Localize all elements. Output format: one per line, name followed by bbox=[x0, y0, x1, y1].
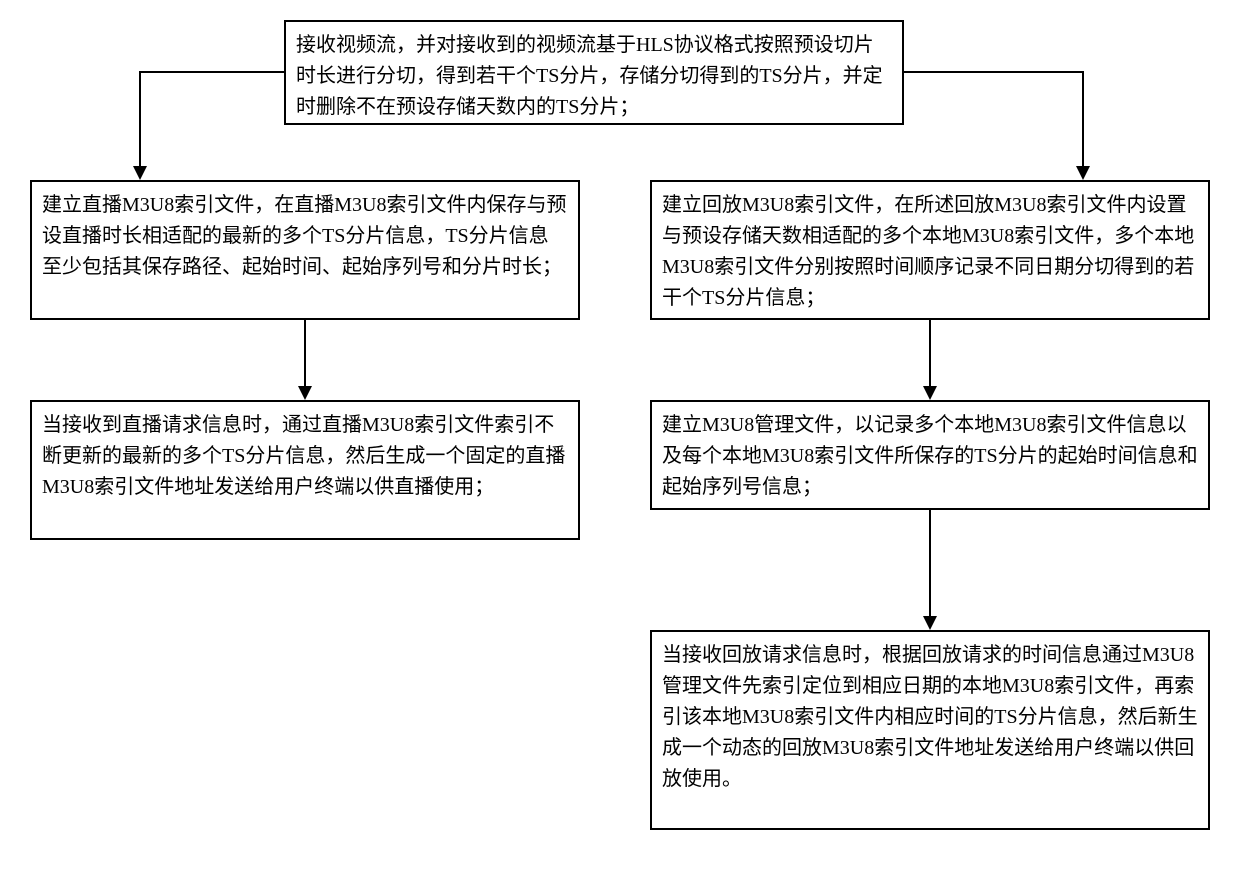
flow-node-right3: 当接收回放请求信息时，根据回放请求的时间信息通过M3U8管理文件先索引定位到相应… bbox=[650, 630, 1210, 830]
flow-node-text: 接收视频流，并对接收到的视频流基于HLS协议格式按照预设切片时长进行分切，得到若… bbox=[296, 34, 883, 118]
edge-left1-left2-arrow bbox=[298, 386, 312, 400]
edge-right1-right2-arrow bbox=[923, 386, 937, 400]
flow-node-text: 建立M3U8管理文件，以记录多个本地M3U8索引文件信息以及每个本地M3U8索引… bbox=[662, 414, 1198, 498]
flow-node-top: 接收视频流，并对接收到的视频流基于HLS协议格式按照预设切片时长进行分切，得到若… bbox=[284, 20, 904, 125]
edge-top-right1-h bbox=[904, 71, 1084, 73]
flow-node-right2: 建立M3U8管理文件，以记录多个本地M3U8索引文件信息以及每个本地M3U8索引… bbox=[650, 400, 1210, 510]
edge-right2-right3-v bbox=[929, 510, 931, 617]
flow-node-right1: 建立回放M3U8索引文件，在所述回放M3U8索引文件内设置与预设存储天数相适配的… bbox=[650, 180, 1210, 320]
flow-node-left1: 建立直播M3U8索引文件，在直播M3U8索引文件内保存与预设直播时长相适配的最新… bbox=[30, 180, 580, 320]
edge-top-right1-arrow bbox=[1076, 166, 1090, 180]
edge-top-right1-v bbox=[1082, 71, 1084, 167]
edge-right2-right3-arrow bbox=[923, 616, 937, 630]
flow-node-text: 当接收到直播请求信息时，通过直播M3U8索引文件索引不断更新的最新的多个TS分片… bbox=[42, 414, 565, 498]
edge-right1-right2-v bbox=[929, 320, 931, 387]
flow-node-left2: 当接收到直播请求信息时，通过直播M3U8索引文件索引不断更新的最新的多个TS分片… bbox=[30, 400, 580, 540]
flow-node-text: 当接收回放请求信息时，根据回放请求的时间信息通过M3U8管理文件先索引定位到相应… bbox=[662, 644, 1198, 790]
edge-top-left1-h bbox=[140, 71, 284, 73]
flow-node-text: 建立直播M3U8索引文件，在直播M3U8索引文件内保存与预设直播时长相适配的最新… bbox=[42, 194, 566, 278]
edge-top-left1-v bbox=[139, 71, 141, 167]
flow-node-text: 建立回放M3U8索引文件，在所述回放M3U8索引文件内设置与预设存储天数相适配的… bbox=[662, 194, 1194, 309]
edge-top-left1-arrow bbox=[133, 166, 147, 180]
edge-left1-left2-v bbox=[304, 320, 306, 387]
